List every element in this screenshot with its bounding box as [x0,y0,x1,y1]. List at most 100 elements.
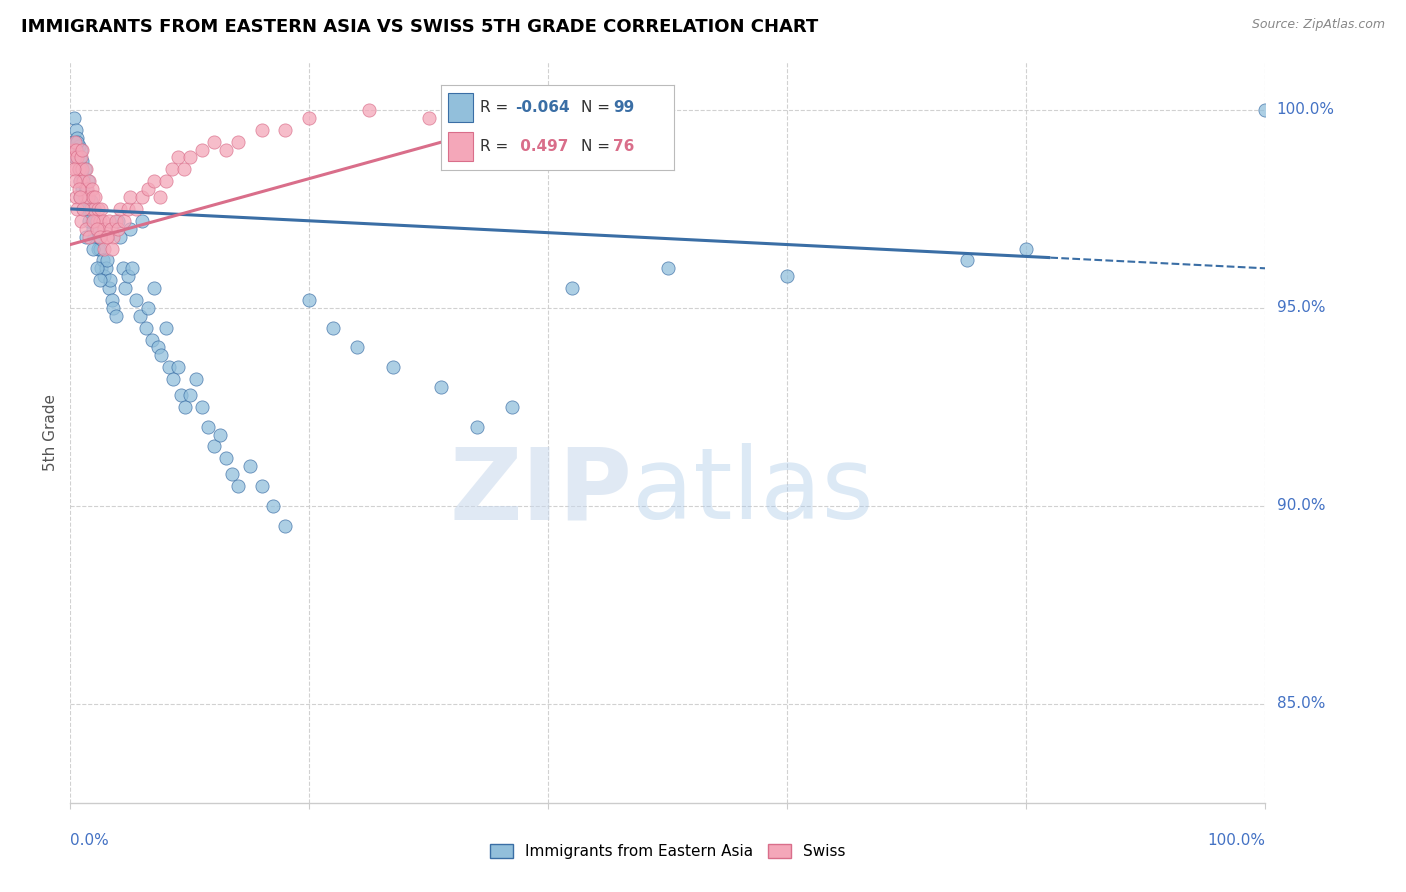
Point [141,333,163,347]
Point [93,221,115,235]
Point [561,281,583,295]
Point [69,190,91,204]
Point [174,400,197,414]
Point [221,467,243,482]
Point [89,214,111,228]
Point [65,151,87,165]
Point [149,190,172,204]
Point [90,202,112,216]
Point [191,400,214,414]
Point [155,320,177,334]
Point [96,253,118,268]
Text: 100.0%: 100.0% [1208,833,1265,848]
Point [69,174,91,188]
Point [125,293,148,307]
Point [104,309,127,323]
Point [465,419,488,434]
Point [75,229,97,244]
Point [107,221,129,235]
Point [250,122,273,136]
Point [298,111,321,125]
Point [657,261,679,276]
Point [131,190,153,204]
Point [69,190,91,204]
Point [79,194,101,208]
Point [478,103,501,117]
Point [128,309,150,323]
Point [65,122,87,136]
Point [70,143,93,157]
Point [114,281,136,295]
Point [80,214,103,228]
Point [136,182,159,196]
Text: 100.0%: 100.0% [1277,103,1334,118]
Point [84,214,107,228]
Point [72,170,94,185]
Point [162,372,184,386]
Point [112,214,135,228]
Point [143,174,166,188]
Point [143,281,166,295]
Point [89,242,111,256]
Point [75,162,97,177]
Point [72,174,94,188]
Point [100,221,122,235]
Point [79,174,101,188]
Point [76,182,98,196]
Point [208,427,231,442]
Point [79,202,101,216]
Point [67,162,90,177]
Point [86,221,108,235]
Point [146,341,169,355]
Point [72,202,94,216]
Point [75,182,97,196]
Point [65,162,87,177]
Point [87,242,110,256]
Point [93,242,115,256]
Point [86,214,108,228]
Point [135,320,157,334]
Point [63,162,86,177]
Point [197,419,219,434]
Point [346,341,368,355]
Point [72,202,94,216]
Point [250,479,273,493]
Point [155,174,177,188]
Point [274,518,297,533]
Point [89,273,111,287]
Point [79,229,101,244]
Point [86,261,108,276]
Y-axis label: 5th Grade: 5th Grade [44,394,59,471]
Point [136,301,159,315]
Point [63,174,86,188]
Text: 85.0%: 85.0% [1277,697,1324,711]
Point [82,214,104,228]
Point [191,143,214,157]
Point [98,273,121,287]
Point [173,162,195,177]
Point [79,202,101,216]
Point [322,320,344,334]
Point [66,130,89,145]
Point [382,360,405,375]
Point [73,162,96,177]
Point [120,221,141,235]
Point [166,360,188,375]
Point [104,214,127,228]
Point [184,372,207,386]
Point [73,190,96,204]
Text: 0.0%: 0.0% [70,833,110,848]
Point [298,293,321,307]
Point [69,151,91,165]
Point [120,190,141,204]
Point [103,229,125,244]
Point [226,135,249,149]
Point [1015,242,1038,256]
Point [66,202,89,216]
Point [117,202,139,216]
Point [80,182,103,196]
Point [91,214,114,228]
Point [82,190,104,204]
Point [70,162,93,177]
Point [101,293,124,307]
